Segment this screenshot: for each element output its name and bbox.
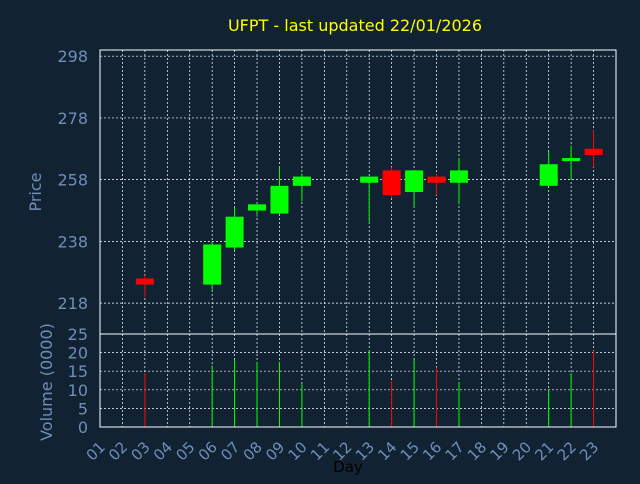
price-tick-label: 258: [57, 171, 88, 190]
candle-body: [562, 158, 581, 162]
price-tick-label: 298: [57, 47, 88, 66]
candle-body: [382, 170, 401, 196]
price-tick-label: 218: [57, 294, 88, 313]
price-tick-labels: 298 278 258 238 218: [57, 47, 88, 313]
candle-body: [225, 216, 244, 248]
candle-body: [539, 164, 558, 186]
volume-tick-label: 25: [68, 325, 88, 344]
candle-body: [270, 185, 289, 214]
candlesticks: [135, 130, 603, 297]
candle-body: [360, 176, 379, 183]
volume-panel-frame: [99, 333, 617, 428]
price-axis-label: Price: [26, 172, 45, 211]
plot-frames: [99, 49, 617, 428]
volume-tick-label: 0: [78, 418, 88, 437]
candle-body: [427, 176, 446, 183]
day-tick-labels: 0102030405060708091011121314151617181920…: [83, 438, 603, 464]
volume-tick-label: 15: [68, 362, 88, 381]
day-axis-label: Day: [333, 458, 363, 476]
price-tick-label: 278: [57, 109, 88, 128]
candle-body: [203, 244, 222, 285]
candle-body: [449, 170, 468, 183]
volume-tick-label: 10: [68, 381, 88, 400]
volume-tick-label: 5: [78, 399, 88, 418]
chart-title: UFPT - last updated 22/01/2026: [228, 16, 482, 35]
candle-body: [405, 170, 424, 192]
volume-bars: [144, 350, 595, 427]
price-tick-label: 238: [57, 232, 88, 251]
price-panel-frame: [99, 49, 617, 335]
candle-body: [584, 148, 603, 155]
volume-axis-label: Volume (0000): [37, 323, 56, 441]
candle-body: [248, 204, 267, 211]
candle-body: [292, 176, 311, 186]
volume-grid: [100, 334, 616, 427]
candle-body: [135, 278, 154, 285]
price-grid: [100, 50, 616, 334]
volume-tick-label: 20: [68, 344, 88, 363]
day-tick-label: 23: [576, 438, 602, 464]
